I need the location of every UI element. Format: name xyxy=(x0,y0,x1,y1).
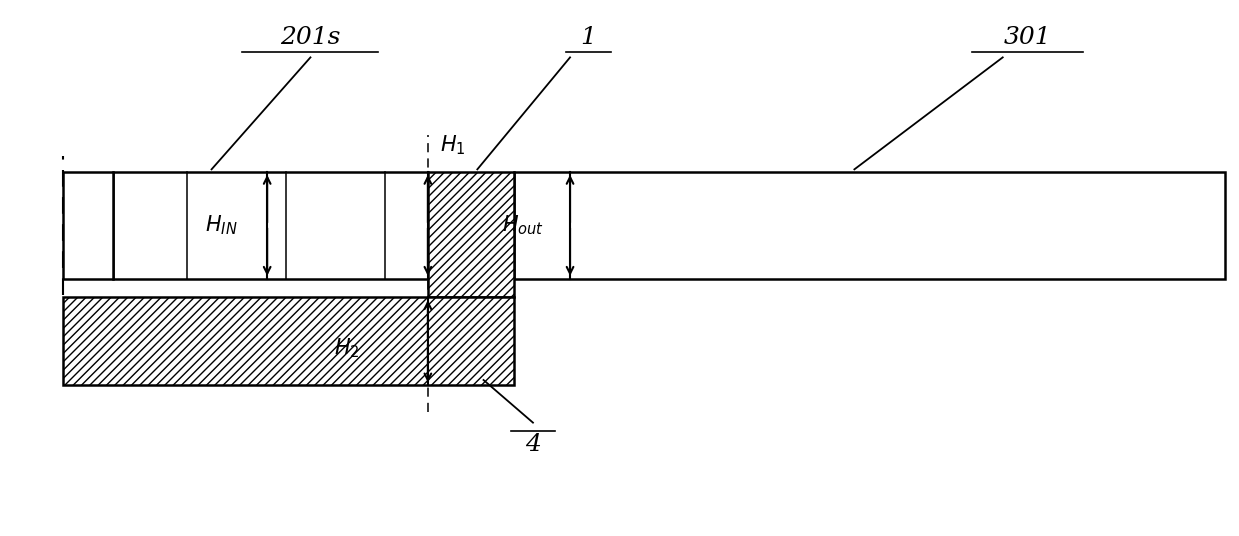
Text: $H_{IN}$: $H_{IN}$ xyxy=(206,213,238,237)
Text: $H_{out}$: $H_{out}$ xyxy=(502,213,544,237)
Polygon shape xyxy=(63,297,514,385)
Text: $H_2$: $H_2$ xyxy=(335,336,359,360)
Text: 1: 1 xyxy=(581,26,596,49)
Polygon shape xyxy=(113,172,427,279)
Text: $H_1$: $H_1$ xyxy=(440,133,466,157)
Text: 4: 4 xyxy=(525,433,541,456)
Polygon shape xyxy=(63,172,113,279)
Polygon shape xyxy=(514,172,1225,279)
Text: 301: 301 xyxy=(1004,26,1051,49)
Text: 201s: 201s xyxy=(280,26,341,49)
Polygon shape xyxy=(427,172,514,297)
